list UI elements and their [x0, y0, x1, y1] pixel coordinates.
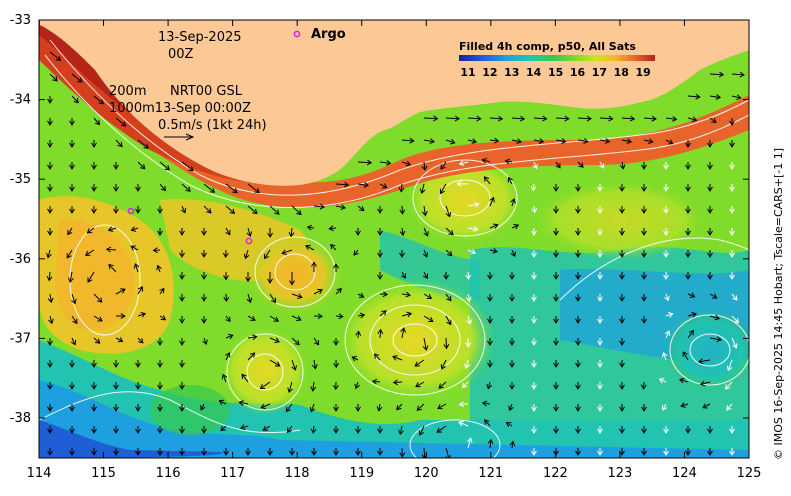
colorbar-tick-label: 13 — [504, 66, 519, 79]
y-tick-label: -38 — [10, 411, 31, 426]
y-tick-label: -33 — [10, 13, 31, 28]
velocity-arrow — [446, 338, 447, 348]
hour-label: 00Z — [168, 47, 194, 62]
x-tick-label: 123 — [607, 466, 632, 481]
colorbar-tick-label: 19 — [636, 66, 651, 79]
argo-label: Argo — [311, 27, 346, 42]
x-tick-label: 124 — [672, 466, 697, 481]
source-label: NRT00 GSL — [170, 84, 243, 99]
x-tick-label: 119 — [349, 466, 374, 481]
y-tick-label: -37 — [10, 331, 31, 346]
colorbar-tick-label: 12 — [482, 66, 497, 79]
colorbar-tick-label: 15 — [548, 66, 563, 79]
x-tick-label: 120 — [414, 466, 439, 481]
x-tick-label: 117 — [220, 466, 245, 481]
y-tick-label: -36 — [10, 252, 31, 267]
velocity-arrow — [424, 118, 437, 119]
colorbar-tick-label: 17 — [592, 66, 607, 79]
x-tick-label: 115 — [91, 466, 116, 481]
depth-label-1: 200m — [109, 84, 146, 99]
colorbar — [459, 55, 655, 61]
depth-label-2: 1000m13-Sep 00:00Z — [109, 101, 251, 116]
colorbar-tick-label: 11 — [460, 66, 475, 79]
x-tick-label: 114 — [27, 466, 52, 481]
x-tick-label: 121 — [478, 466, 503, 481]
date-label: 13-Sep-2025 — [158, 30, 242, 45]
colorbar-title: Filled 4h comp, p50, All Sats — [459, 40, 636, 53]
colorbar-tick-label: 14 — [526, 66, 542, 79]
velocity-arrow — [710, 74, 723, 75]
x-tick-label: 122 — [543, 466, 568, 481]
colorbar-labels: 11 12 13 14 15 16 17 18 19 — [460, 66, 651, 79]
scale-arrow-label: 0.5m/s (1kt 24h) — [158, 118, 267, 133]
x-tick-label: 116 — [156, 466, 181, 481]
colorbar-tick-label: 16 — [570, 66, 586, 79]
velocity-arrow — [358, 162, 371, 163]
y-tick-label: -35 — [10, 172, 31, 187]
y-tick-label: -34 — [10, 93, 31, 108]
credit-text: © IMOS 16-Sep-2025 14:45 Hobart; Tscale=… — [772, 148, 785, 460]
colorbar-tick-label: 18 — [614, 66, 629, 79]
x-tick-label: 118 — [285, 466, 310, 481]
x-tick-label: 125 — [737, 466, 762, 481]
